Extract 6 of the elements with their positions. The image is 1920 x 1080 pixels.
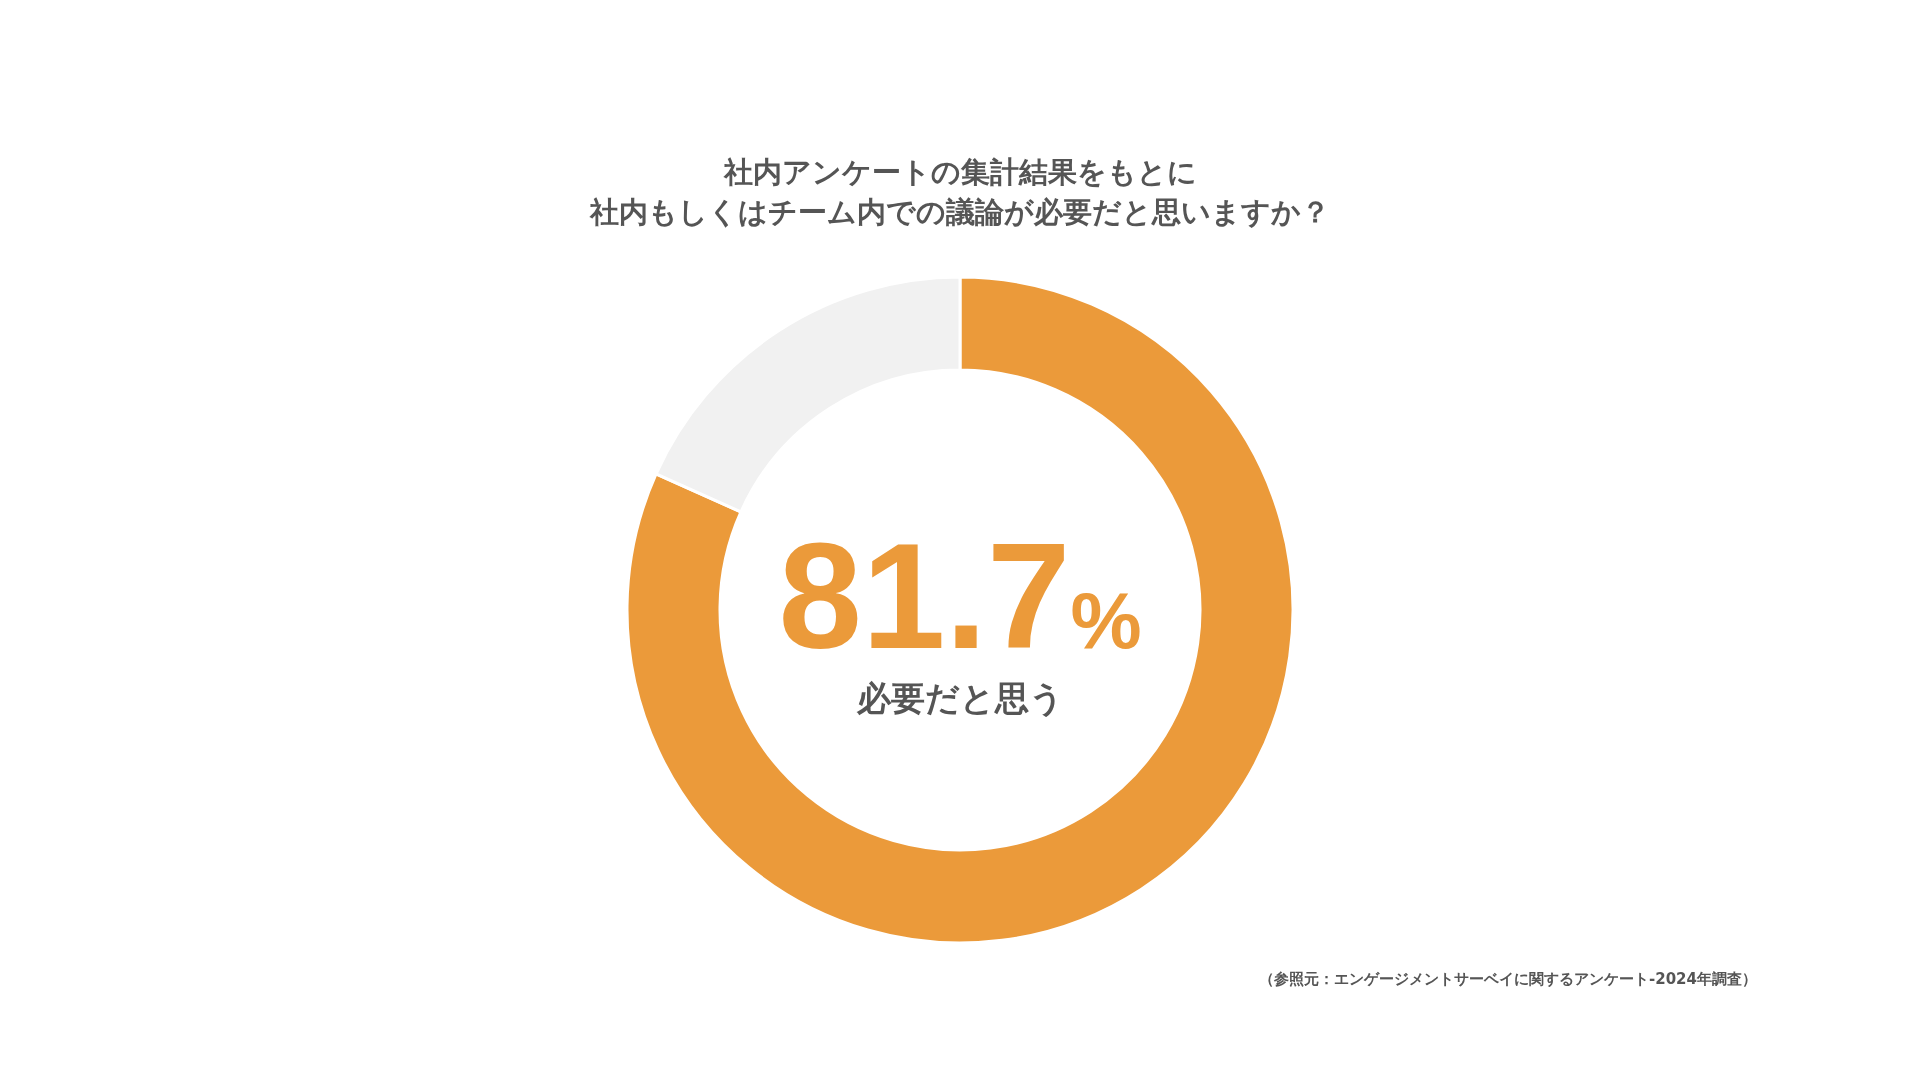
data-label: 81.7% [778,512,1142,680]
chart-subtitle: 社内もしくはチーム内での議論が必要だと思いますか？ [589,195,1330,229]
chart-title: 社内アンケートの集計結果をもとに [722,155,1197,189]
text: （参照元：エンゲージメントサーベイに関するアンケート-2024年調査） [1259,970,1757,988]
donut-slice [625,275,1295,944]
slice-label: 必要だと思う [855,678,1064,718]
